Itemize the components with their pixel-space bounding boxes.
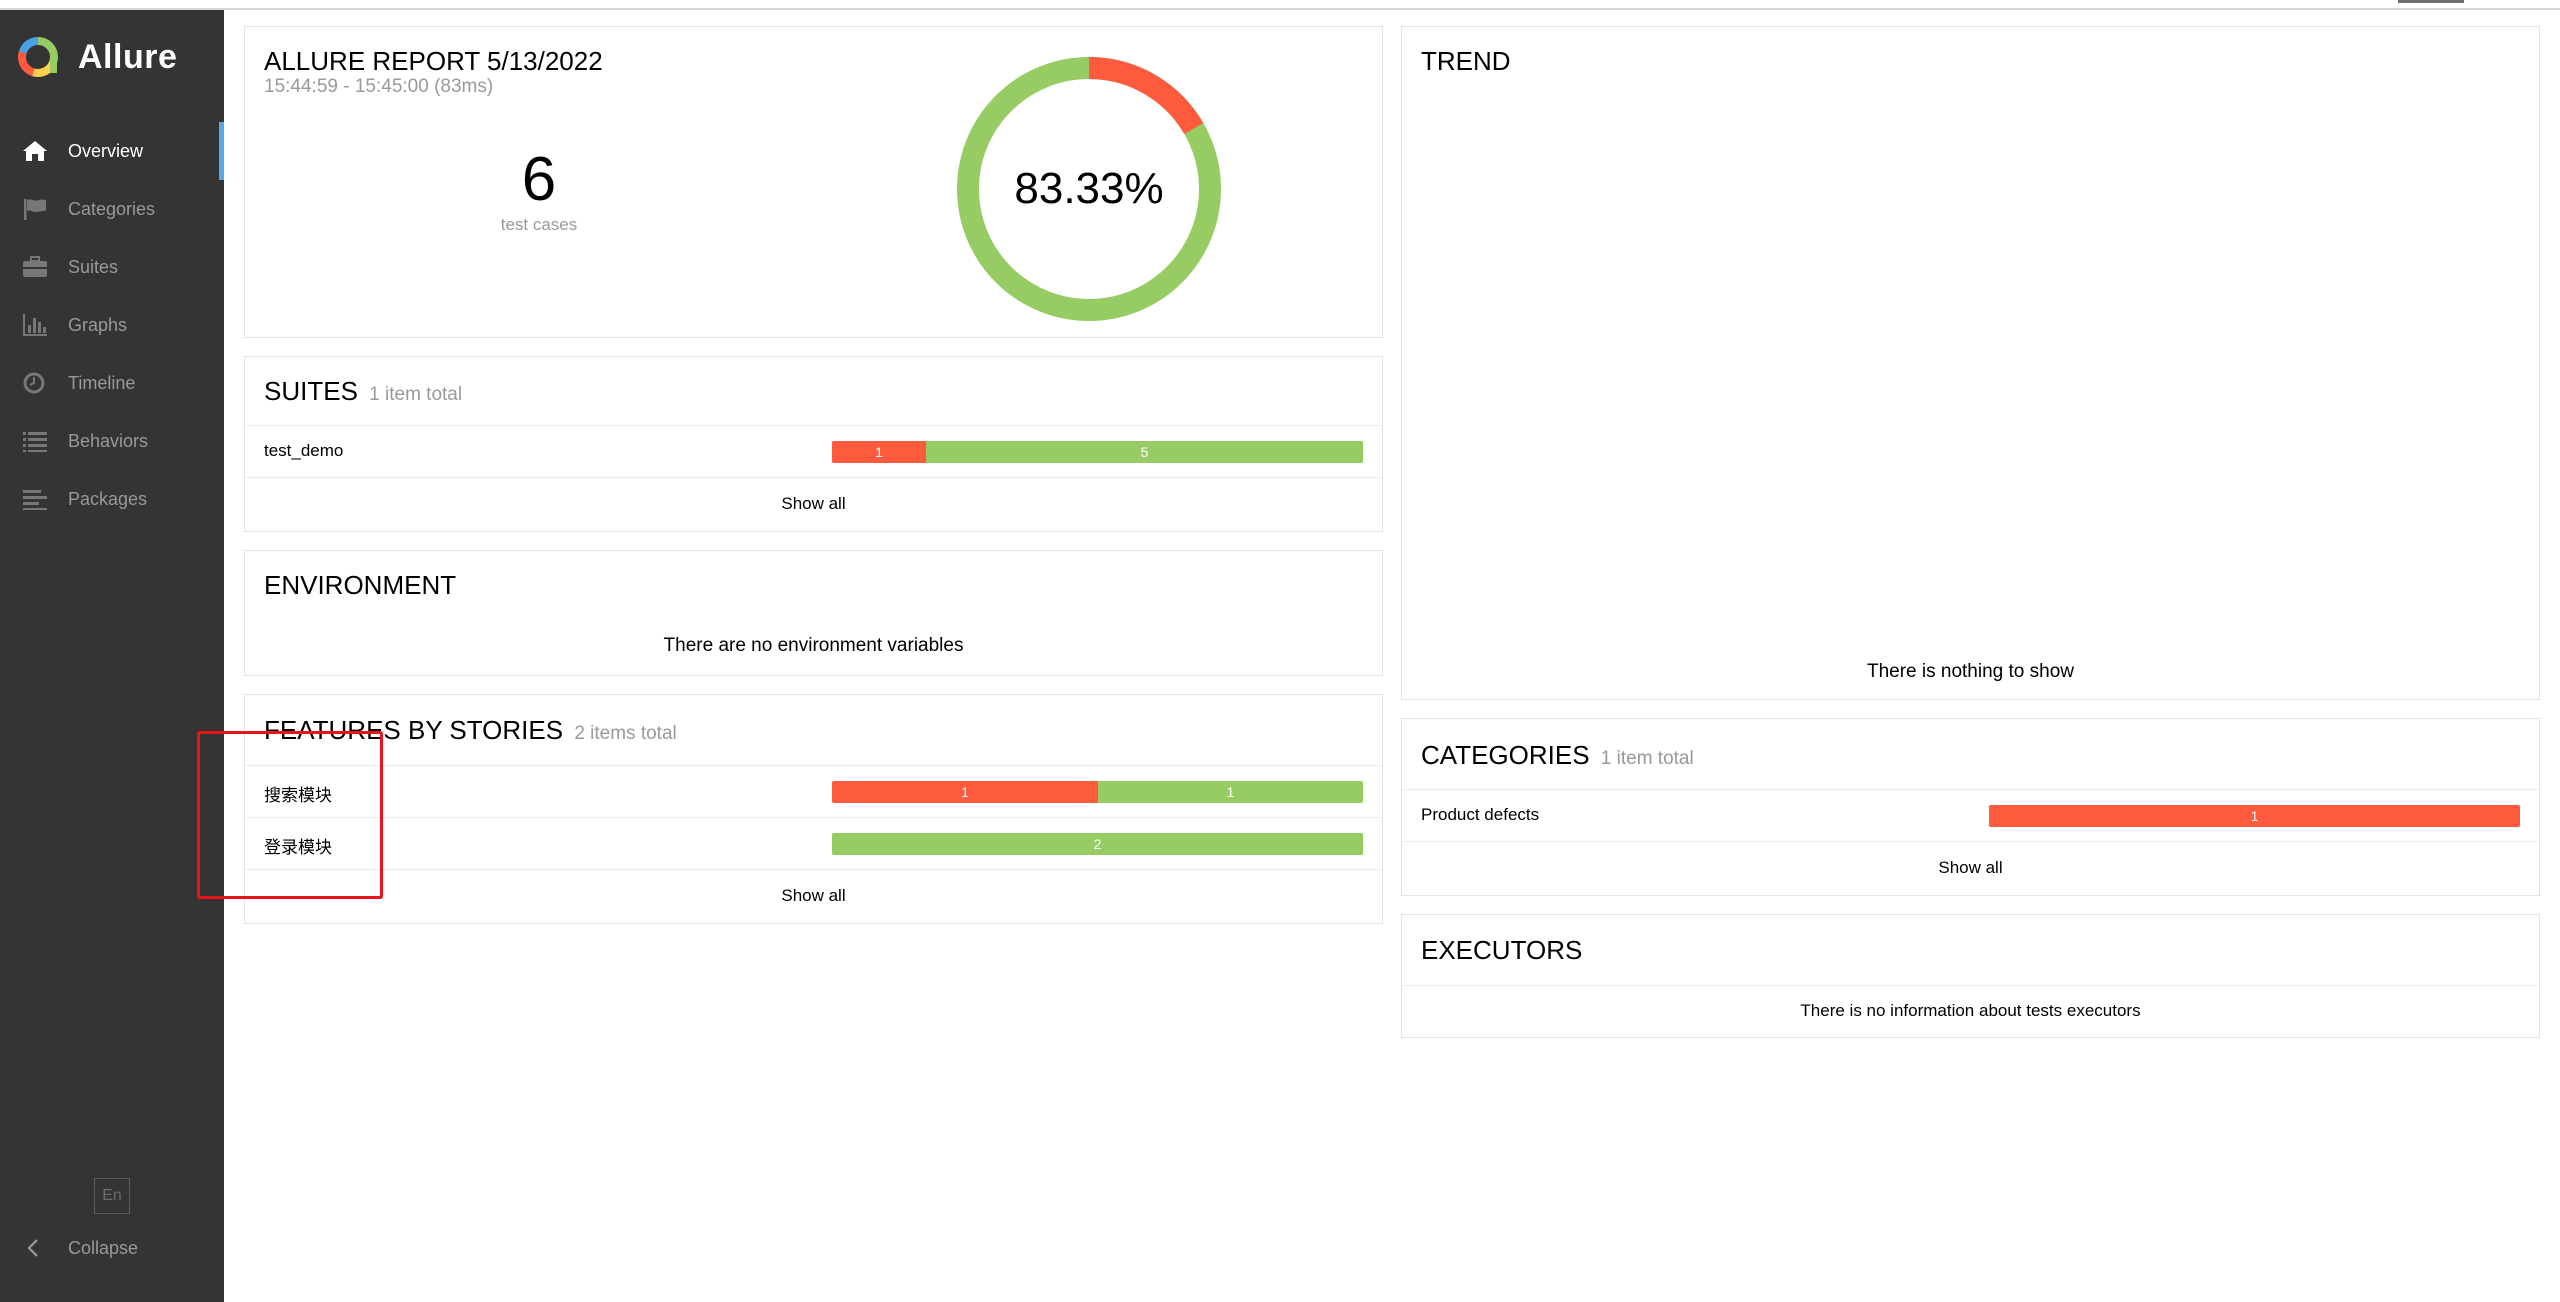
bar-chart-icon	[20, 310, 50, 340]
categories-subtitle: 1 item total	[1600, 748, 1694, 769]
features-title: FEATURES BY STORIES 2 items total	[264, 715, 677, 746]
categories-show-all-link[interactable]: Show all	[1938, 858, 2003, 877]
sidebar-item-graphs[interactable]: Graphs	[0, 296, 224, 354]
trend-title: TREND	[1421, 46, 1511, 76]
sidebar-item-label: Graphs	[68, 314, 128, 335]
list-icon	[20, 426, 50, 456]
suite-status-bar[interactable]: 1 5	[832, 441, 1363, 463]
language-button[interactable]: En	[94, 1178, 130, 1214]
collapse-label: Collapse	[68, 1237, 139, 1258]
environment-empty-text: There are no environment variables	[663, 635, 964, 656]
features-show-all-link[interactable]: Show all	[781, 886, 846, 905]
test-count: 6	[521, 145, 557, 214]
sidebar-item-label: Timeline	[68, 372, 136, 393]
sidebar-item-label: Behaviors	[68, 430, 149, 451]
suites-title-text: SUITES	[264, 376, 358, 406]
donut-failed-segment	[957, 57, 1221, 321]
executors-widget: EXECUTORS There is no information about …	[1401, 914, 2540, 1038]
trend-widget: TREND There is nothing to show	[1401, 26, 2540, 700]
failed-segment: 1	[1989, 805, 2520, 827]
sidebar-item-packages[interactable]: Packages	[0, 470, 224, 528]
suites-widget: SUITES 1 item total test_demo 1 5 Show a…	[244, 356, 1383, 532]
suites-show-all-link[interactable]: Show all	[781, 494, 846, 513]
categories-title-text: CATEGORIES	[1421, 740, 1590, 770]
features-title-text: FEATURES BY STORIES	[264, 715, 564, 745]
sidebar-item-timeline[interactable]: Timeline	[0, 354, 224, 412]
top-tab-indicator	[2398, 0, 2464, 3]
sidebar-item-overview[interactable]: Overview	[0, 122, 224, 180]
brand[interactable]: Allure	[16, 32, 177, 82]
executors-title: EXECUTORS	[1421, 935, 1583, 965]
flag-icon	[20, 194, 50, 224]
show-all-row: Show all	[1402, 841, 2539, 895]
feature-name: 登录模块	[264, 838, 332, 857]
categories-title: CATEGORIES 1 item total	[1421, 740, 1694, 771]
categories-widget: CATEGORIES 1 item total Product defects …	[1401, 718, 2540, 896]
briefcase-icon	[20, 252, 50, 282]
trend-empty-text: There is nothing to show	[1866, 661, 2074, 682]
pass-rate-donut[interactable]: 83.33%	[955, 55, 1223, 323]
suite-name: test_demo	[264, 441, 344, 460]
table-row[interactable]: test_demo 1 5	[245, 425, 1382, 478]
table-row[interactable]: Product defects 1	[1402, 789, 2539, 842]
sidebar-item-behaviors[interactable]: Behaviors	[0, 412, 224, 470]
test-count-label: test cases	[500, 215, 578, 234]
collapse-button[interactable]: Collapse	[0, 1226, 224, 1270]
table-row[interactable]: 登录模块 2	[245, 817, 1382, 870]
features-widget: FEATURES BY STORIES 2 items total 搜索模块 1…	[244, 694, 1383, 924]
category-name: Product defects	[1421, 805, 1540, 824]
table-row[interactable]: 搜索模块 1 1	[245, 765, 1382, 818]
sidebar: Allure Overview Categories Suites Graphs	[0, 8, 224, 1302]
sidebar-item-categories[interactable]: Categories	[0, 180, 224, 238]
environment-title: ENVIRONMENT	[264, 570, 457, 600]
sidebar-item-label: Packages	[68, 488, 148, 509]
report-time: 15:44:59 - 15:45:00 (83ms)	[264, 76, 494, 97]
feature-status-bar[interactable]: 1 1	[832, 781, 1363, 803]
clock-icon	[20, 368, 50, 398]
allure-logo-icon	[18, 37, 58, 77]
passed-segment: 5	[926, 441, 1363, 463]
pass-rate-percent: 83.33%	[1014, 164, 1163, 213]
environment-widget: ENVIRONMENT There are no environment var…	[244, 550, 1383, 676]
align-left-icon	[20, 484, 50, 514]
failed-segment: 1	[832, 781, 1098, 803]
sidebar-nav: Overview Categories Suites Graphs Timeli…	[0, 122, 224, 528]
feature-name: 搜索模块	[264, 786, 332, 805]
sidebar-item-label: Categories	[68, 198, 156, 219]
features-subtitle: 2 items total	[574, 723, 677, 744]
summary-widget: ALLURE REPORT 5/13/2022 15:44:59 - 15:45…	[244, 26, 1383, 338]
passed-segment: 2	[832, 833, 1363, 855]
failed-segment: 1	[832, 441, 926, 463]
category-status-bar[interactable]: 1	[1989, 805, 2520, 827]
sidebar-item-label: Suites	[68, 256, 119, 277]
sidebar-item-label: Overview	[68, 140, 144, 161]
executors-empty-row: There is no information about tests exec…	[1402, 985, 2539, 1037]
suites-subtitle: 1 item total	[369, 384, 463, 405]
show-all-row: Show all	[245, 477, 1382, 531]
app-name: Allure	[78, 37, 178, 76]
chevron-left-icon	[27, 1239, 38, 1257]
executors-empty-text: There is no information about tests exec…	[1800, 1001, 2141, 1020]
feature-status-bar[interactable]: 2	[832, 833, 1363, 855]
home-icon	[20, 136, 50, 166]
show-all-row: Show all	[245, 869, 1382, 923]
top-border	[0, 0, 2560, 10]
suites-title: SUITES 1 item total	[264, 376, 462, 407]
sidebar-item-suites[interactable]: Suites	[0, 238, 224, 296]
passed-segment: 1	[1098, 781, 1363, 803]
report-title: ALLURE REPORT 5/13/2022	[264, 46, 603, 76]
